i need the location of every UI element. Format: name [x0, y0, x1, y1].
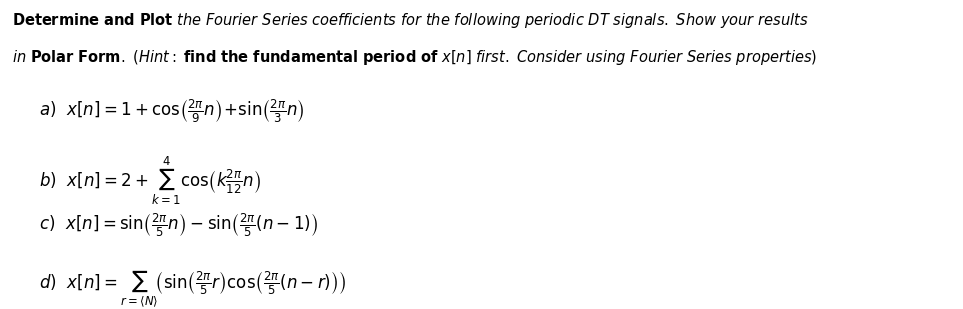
Text: $b)\ \ x[n] = 2 + \sum_{k=1}^{4}\cos\!\left(k\frac{2\pi}{12}n\right)$: $b)\ \ x[n] = 2 + \sum_{k=1}^{4}\cos\!\l…	[39, 154, 261, 207]
Text: $a)\ \ x[n] = 1 + \cos\!\left(\frac{2\pi}{9}n\right)\!+\!\sin\!\left(\frac{2\pi}: $a)\ \ x[n] = 1 + \cos\!\left(\frac{2\pi…	[39, 97, 304, 125]
Text: $d)\ \ x[n] = \sum_{r=\langle N\rangle}\!\left(\sin\!\left(\frac{2\pi}{5}r\right: $d)\ \ x[n] = \sum_{r=\langle N\rangle}\…	[39, 269, 346, 309]
Text: $\mathbf{Determine\ and\ Plot}$$\it{\ the\ Fourier\ Series\ coefficients\ for\ t: $\mathbf{Determine\ and\ Plot}$$\it{\ th…	[12, 11, 808, 30]
Text: $c)\ \ x[n] = \sin\!\left(\frac{2\pi}{5}n\right) - \sin\!\left(\frac{2\pi}{5}(n-: $c)\ \ x[n] = \sin\!\left(\frac{2\pi}{5}…	[39, 212, 318, 239]
Text: $\it{in\ }$$\mathbf{Polar\ Form}$$\it{.\ (Hint:\ }$$\mathbf{find\ the\ fundament: $\it{in\ }$$\mathbf{Polar\ Form}$$\it{.\…	[12, 48, 817, 67]
